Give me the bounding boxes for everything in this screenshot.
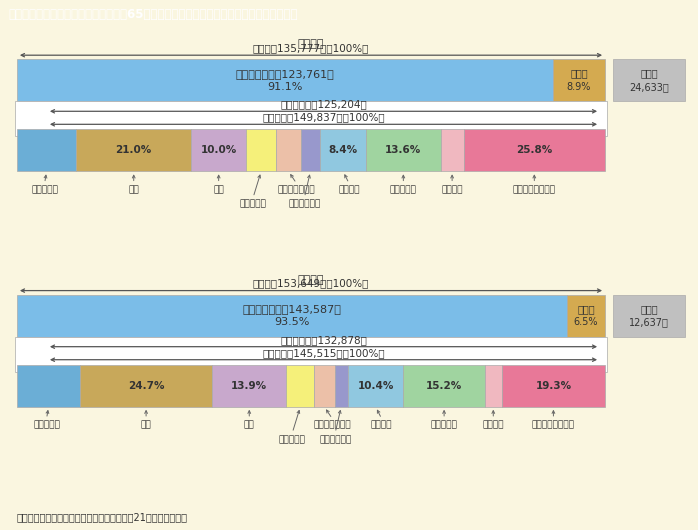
Bar — [15, 337, 607, 372]
Text: 家具・家事用品: 家具・家事用品 — [278, 186, 315, 195]
Text: 消費支出　145,515円（100%）: 消費支出 145,515円（100%） — [262, 348, 385, 358]
Bar — [366, 129, 440, 171]
Bar — [191, 129, 246, 171]
Text: 保健医療: 保健医療 — [339, 186, 359, 195]
Text: 住居: 住居 — [214, 186, 224, 195]
Text: 13.6%: 13.6% — [385, 145, 422, 155]
Text: （女性）: （女性） — [298, 39, 325, 49]
Text: 可処分所得　125,204円: 可処分所得 125,204円 — [280, 99, 367, 109]
Text: 教養娯楽: 教養娯楽 — [482, 421, 504, 430]
Bar — [17, 365, 80, 407]
Text: その他の消費支出: その他の消費支出 — [513, 186, 556, 195]
Text: 実収入　153,649円（100%）: 実収入 153,649円（100%） — [253, 279, 369, 289]
Bar — [314, 365, 334, 407]
Text: 交通・通信: 交通・通信 — [390, 186, 417, 195]
Bar — [276, 129, 301, 171]
Text: （男性）: （男性） — [298, 275, 325, 285]
Text: 保健医療: 保健医療 — [371, 421, 392, 430]
Text: その他
6.5%: その他 6.5% — [574, 304, 598, 327]
Bar — [320, 129, 366, 171]
Text: その他の消費支出: その他の消費支出 — [532, 421, 575, 430]
Bar — [567, 295, 605, 337]
Bar — [463, 129, 605, 171]
Text: 被服及び履物: 被服及び履物 — [319, 435, 351, 444]
Text: 教養娯楽: 教養娯楽 — [441, 186, 463, 195]
Text: その他
8.9%: その他 8.9% — [567, 69, 591, 92]
Text: 社会保障給付　143,587円
93.5%: 社会保障給付 143,587円 93.5% — [242, 304, 341, 327]
Bar — [76, 129, 191, 171]
Text: 10.0%: 10.0% — [200, 145, 237, 155]
Text: 光熱・水道: 光熱・水道 — [239, 199, 267, 208]
Bar — [613, 295, 685, 337]
Bar — [301, 129, 320, 171]
Text: 被服及び履物: 被服及び履物 — [288, 199, 320, 208]
Bar — [17, 295, 567, 337]
Text: 消費支出　149,837円（100%）: 消費支出 149,837円（100%） — [262, 112, 385, 122]
Bar — [613, 59, 685, 101]
Bar — [80, 365, 212, 407]
Text: 家具・家事用品: 家具・家事用品 — [313, 421, 351, 430]
Bar — [17, 59, 553, 101]
Text: 21.0%: 21.0% — [116, 145, 152, 155]
Text: 不足分
24,633円: 不足分 24,633円 — [629, 69, 669, 92]
Text: 住居: 住居 — [244, 421, 255, 430]
Text: 10.4%: 10.4% — [357, 381, 394, 391]
Text: 光熱・水道: 光熱・水道 — [279, 435, 306, 444]
Text: 不足分
12,637円: 不足分 12,637円 — [629, 304, 669, 327]
Text: 実収入　135,777円（100%）: 実収入 135,777円（100%） — [253, 43, 369, 53]
Text: 25.8%: 25.8% — [517, 145, 552, 155]
Bar — [348, 365, 403, 407]
Bar — [15, 101, 607, 136]
Text: 8.4%: 8.4% — [329, 145, 357, 155]
Bar — [246, 129, 276, 171]
Text: 社会保障給付　123,761円
91.1%: 社会保障給付 123,761円 91.1% — [235, 69, 334, 92]
Bar — [440, 129, 463, 171]
Text: 第１－４－５図　高齢無職単身世帯（65歳以上）の１か月平均家計収支の構成（男女別）: 第１－４－５図 高齢無職単身世帯（65歳以上）の１か月平均家計収支の構成（男女別… — [8, 8, 298, 21]
Text: 非消費支出: 非消費支出 — [31, 186, 58, 195]
Text: 13.9%: 13.9% — [231, 381, 267, 391]
Text: （備考）総務省「全国消費実態調査」（平成21年）より作成。: （備考）総務省「全国消費実態調査」（平成21年）より作成。 — [17, 512, 188, 522]
Bar — [212, 365, 286, 407]
Text: 非消費支出: 非消費支出 — [33, 421, 60, 430]
Bar — [403, 365, 484, 407]
Bar — [17, 129, 76, 171]
Text: 交通・通信: 交通・通信 — [431, 421, 458, 430]
Bar — [484, 365, 502, 407]
Text: 食料: 食料 — [141, 421, 151, 430]
Bar — [502, 365, 605, 407]
Text: 食料: 食料 — [128, 186, 139, 195]
Bar — [334, 365, 348, 407]
Text: 可処分所得　132,878円: 可処分所得 132,878円 — [280, 334, 367, 344]
Text: 24.7%: 24.7% — [128, 381, 164, 391]
Text: 15.2%: 15.2% — [426, 381, 462, 391]
Bar — [553, 59, 605, 101]
Text: 19.3%: 19.3% — [535, 381, 572, 391]
Bar — [286, 365, 314, 407]
